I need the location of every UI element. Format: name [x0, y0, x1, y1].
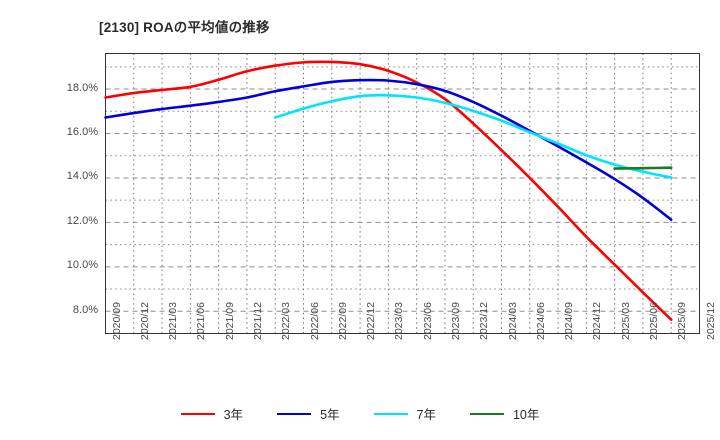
- y-axis-tick-label: 8.0%: [72, 303, 98, 316]
- chart-legend: 3年 5年 7年 10年: [0, 404, 720, 423]
- x-axis-tick-label: 2025/06: [647, 301, 660, 340]
- major-y-gridlines: [105, 88, 700, 312]
- legend-item-10年[interactable]: 10年: [469, 404, 540, 423]
- x-axis-tick-label: 2024/06: [534, 301, 547, 340]
- series-line-3年: [104, 60, 673, 322]
- x-axis-tick-label: 2024/12: [591, 301, 604, 340]
- x-axis-tick-label: 2022/12: [365, 301, 378, 340]
- x-axis-tick-label: 2025/03: [619, 301, 632, 340]
- plot-frame: [105, 53, 700, 334]
- y-axis-tick-label: 14.0%: [66, 170, 98, 183]
- x-axis-tick-label: 2024/03: [506, 301, 519, 340]
- y-axis-tick-label: 12.0%: [66, 214, 98, 227]
- x-axis-tick-label: 2024/09: [563, 301, 576, 340]
- x-axis-tick-label: 2023/03: [393, 301, 406, 340]
- legend-label: 10年: [512, 408, 540, 422]
- legend-label: 3年: [223, 408, 244, 422]
- legend-swatch-icon: [373, 412, 408, 415]
- legend-label: 5年: [320, 408, 340, 422]
- x-axis-tick-label: 2022/09: [336, 301, 349, 340]
- y-axis-tick-label: 18.0%: [66, 81, 98, 94]
- x-axis-tick-label: 2023/09: [449, 301, 462, 340]
- series-line-5年: [104, 78, 673, 222]
- legend-swatch-icon: [469, 412, 504, 415]
- x-axis-tick-label: 2021/09: [223, 301, 236, 340]
- x-axis-tick-label: 2020/12: [138, 301, 151, 340]
- x-axis-tick-label: 2022/06: [308, 301, 321, 340]
- legend-item-3年[interactable]: 3年: [180, 404, 244, 423]
- series-line-10年: [613, 166, 673, 170]
- y-axis-tick-label: 16.0%: [66, 126, 98, 138]
- legend-item-7年[interactable]: 7年: [373, 404, 436, 423]
- series-line-7年: [273, 93, 673, 179]
- legend-item-5年[interactable]: 5年: [277, 404, 340, 423]
- x-axis-tick-label: 2021/12: [251, 301, 264, 340]
- minor-y-gridlines: [105, 66, 700, 334]
- chart-title: [2130] ROAの平均値の推移: [99, 20, 270, 35]
- x-axis-tick-label: 2023/06: [421, 301, 434, 340]
- legend-label: 7年: [416, 408, 436, 422]
- x-axis-tick-label: 2025/09: [676, 301, 689, 340]
- legend-swatch-icon: [180, 412, 215, 415]
- series-lines: [104, 60, 673, 322]
- y-axis-tick-label: 10.0%: [66, 259, 98, 272]
- x-axis-tick-label: 2021/03: [167, 301, 180, 340]
- x-axis-tick-label: 2020/09: [110, 301, 123, 340]
- x-axis-tick-label: 2025/12: [704, 301, 717, 340]
- legend-swatch-icon: [277, 412, 312, 415]
- x-axis-tick-label: 2023/12: [478, 301, 491, 340]
- x-axis-tick-label: 2022/03: [280, 301, 293, 340]
- x-axis-tick-label: 2021/06: [195, 301, 208, 340]
